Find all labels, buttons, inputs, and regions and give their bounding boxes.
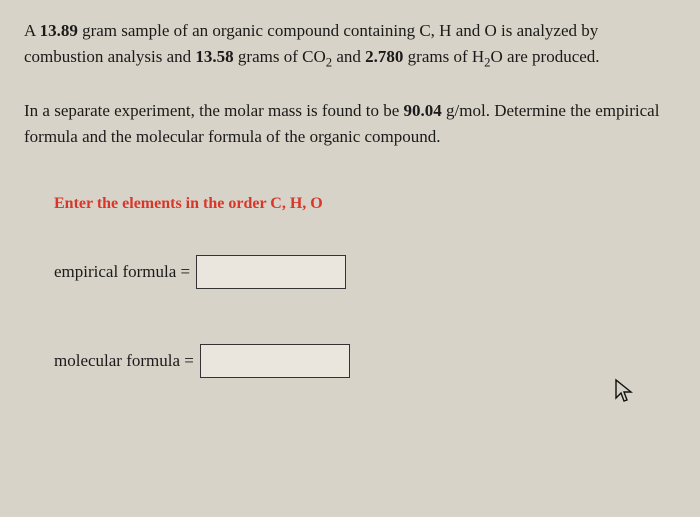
paragraph-2: In a separate experiment, the molar mass… (24, 98, 676, 149)
empirical-label: empirical formula = (54, 262, 190, 282)
co2-mass: 13.58 (195, 47, 233, 66)
cursor-icon (614, 378, 634, 410)
text: In a separate experiment, the molar mass… (24, 101, 404, 120)
molecular-label: molecular formula = (54, 351, 194, 371)
h2o-mass: 2.780 (365, 47, 403, 66)
text: grams of CO (234, 47, 326, 66)
empirical-input[interactable] (196, 255, 346, 289)
sample-mass: 13.89 (40, 21, 78, 40)
paragraph-1: A 13.89 gram sample of an organic compou… (24, 18, 676, 72)
molecular-input[interactable] (200, 344, 350, 378)
problem-statement: A 13.89 gram sample of an organic compou… (24, 18, 676, 149)
molar-mass: 90.04 (404, 101, 442, 120)
molecular-formula-row: molecular formula = (54, 344, 676, 378)
text: A (24, 21, 40, 40)
text: O are produced. (491, 47, 600, 66)
empirical-formula-row: empirical formula = (54, 255, 676, 289)
text: and (332, 47, 365, 66)
text: grams of H (403, 47, 484, 66)
order-instruction: Enter the elements in the order C, H, O (54, 195, 676, 213)
